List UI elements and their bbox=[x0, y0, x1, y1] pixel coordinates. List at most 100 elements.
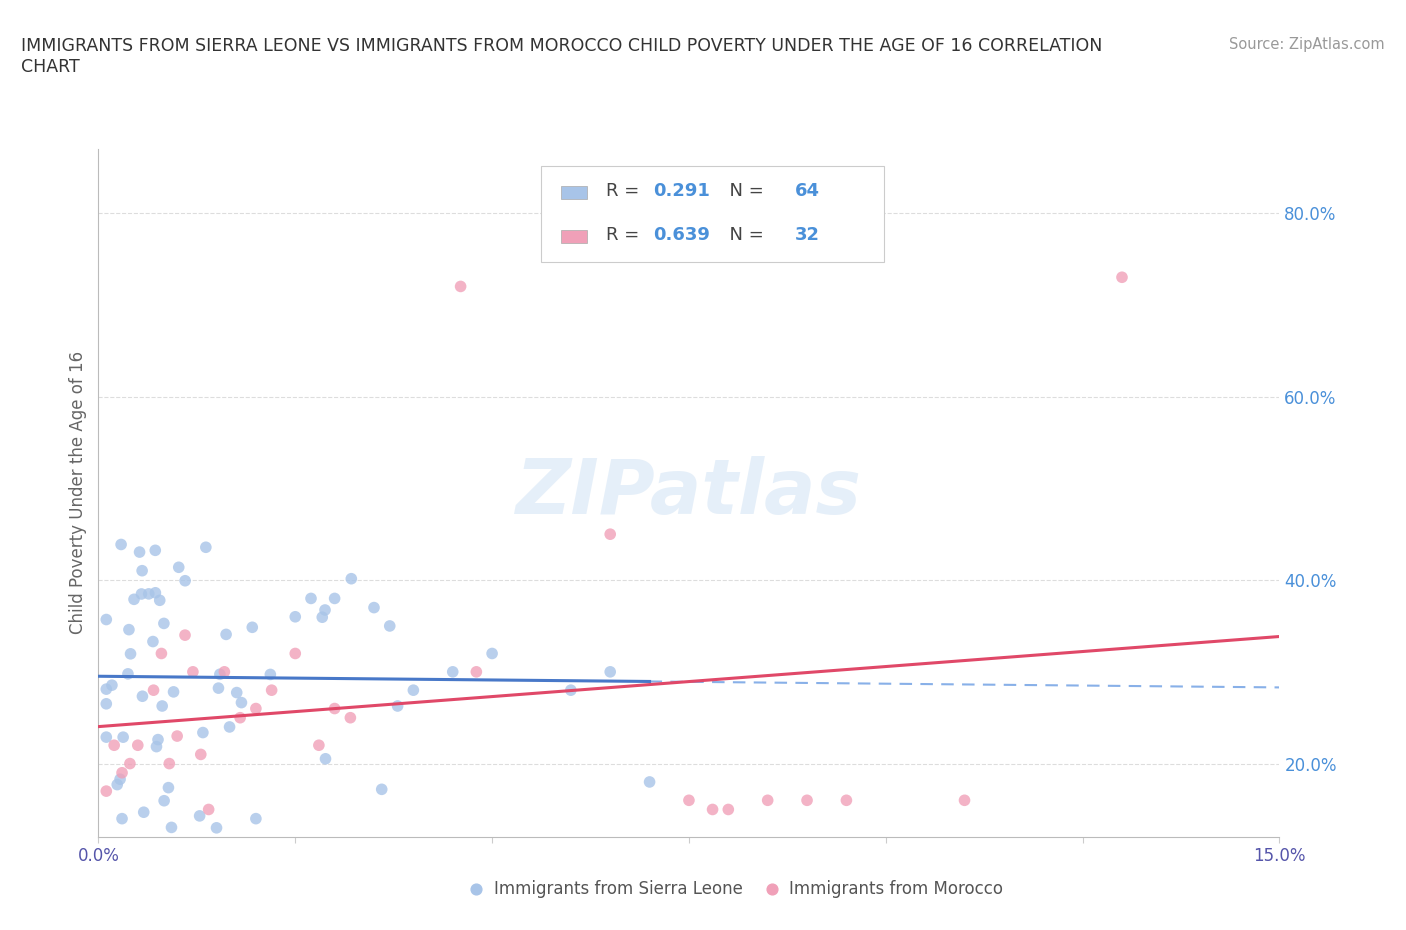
Point bbox=[599, 664, 621, 679]
Point bbox=[215, 627, 238, 642]
Point bbox=[145, 739, 167, 754]
Point bbox=[340, 571, 363, 586]
Text: 64: 64 bbox=[796, 181, 820, 200]
Text: 0.639: 0.639 bbox=[654, 226, 710, 244]
Point bbox=[96, 612, 118, 627]
Point bbox=[108, 772, 131, 787]
Point bbox=[225, 685, 247, 700]
Point bbox=[112, 730, 135, 745]
Point bbox=[188, 808, 211, 823]
Point bbox=[127, 737, 149, 752]
Point bbox=[181, 664, 204, 679]
Point bbox=[441, 664, 464, 679]
Point bbox=[150, 646, 173, 661]
Point bbox=[299, 591, 322, 605]
Point bbox=[481, 646, 503, 661]
Point bbox=[191, 725, 214, 740]
Text: 32: 32 bbox=[796, 226, 820, 244]
Point bbox=[1111, 270, 1133, 285]
Point bbox=[162, 684, 184, 699]
Point bbox=[142, 634, 165, 649]
Point bbox=[142, 683, 165, 698]
Point bbox=[96, 682, 118, 697]
Point bbox=[339, 711, 361, 725]
Point bbox=[378, 618, 401, 633]
Point bbox=[599, 526, 621, 541]
Point bbox=[835, 793, 858, 808]
Point bbox=[387, 698, 409, 713]
Point bbox=[284, 646, 307, 661]
Point bbox=[105, 777, 128, 792]
Point bbox=[678, 793, 700, 808]
Point bbox=[240, 620, 263, 635]
Point bbox=[218, 720, 240, 735]
Point bbox=[160, 820, 183, 835]
Point bbox=[145, 585, 167, 600]
Point bbox=[953, 793, 976, 808]
Point bbox=[131, 587, 153, 602]
Point bbox=[308, 737, 330, 752]
Point bbox=[117, 667, 139, 682]
Point bbox=[118, 622, 141, 637]
Text: Immigrants from Morocco: Immigrants from Morocco bbox=[789, 880, 1004, 897]
Point bbox=[229, 711, 252, 725]
Point bbox=[138, 587, 160, 602]
Point bbox=[197, 802, 219, 817]
Point bbox=[149, 592, 172, 607]
Point bbox=[756, 793, 779, 808]
Point bbox=[194, 539, 217, 554]
Point bbox=[111, 811, 134, 826]
Point bbox=[311, 610, 333, 625]
Point bbox=[167, 560, 190, 575]
Point bbox=[363, 600, 385, 615]
Point bbox=[465, 664, 488, 679]
Point bbox=[259, 667, 281, 682]
Point bbox=[284, 609, 307, 624]
Point bbox=[153, 616, 176, 631]
Point bbox=[96, 730, 118, 745]
Point bbox=[205, 820, 228, 835]
FancyBboxPatch shape bbox=[561, 230, 588, 243]
Point bbox=[120, 646, 142, 661]
Text: ZIPatlas: ZIPatlas bbox=[516, 456, 862, 530]
Point bbox=[214, 664, 236, 679]
Point bbox=[157, 780, 180, 795]
Point bbox=[131, 689, 153, 704]
Y-axis label: Child Poverty Under the Age of 16: Child Poverty Under the Age of 16 bbox=[69, 352, 87, 634]
Point bbox=[260, 683, 283, 698]
Point bbox=[402, 683, 425, 698]
FancyBboxPatch shape bbox=[561, 186, 588, 199]
Point bbox=[131, 564, 153, 578]
Point bbox=[450, 279, 472, 294]
Point bbox=[174, 628, 197, 643]
Point bbox=[101, 678, 124, 693]
Point bbox=[315, 751, 337, 766]
Point bbox=[146, 732, 169, 747]
Point bbox=[111, 765, 134, 780]
Point bbox=[323, 701, 346, 716]
Text: Source: ZipAtlas.com: Source: ZipAtlas.com bbox=[1229, 37, 1385, 52]
Text: 0.291: 0.291 bbox=[654, 181, 710, 200]
Point bbox=[96, 697, 118, 711]
FancyBboxPatch shape bbox=[541, 166, 884, 262]
Point bbox=[370, 782, 392, 797]
Point bbox=[796, 793, 818, 808]
Point bbox=[157, 756, 180, 771]
Point bbox=[245, 701, 267, 716]
Point bbox=[118, 756, 141, 771]
Point bbox=[245, 811, 267, 826]
Point bbox=[96, 784, 118, 799]
Point bbox=[174, 573, 197, 588]
Point bbox=[231, 695, 253, 710]
Point bbox=[110, 537, 132, 551]
Point bbox=[153, 793, 176, 808]
Point bbox=[166, 728, 188, 743]
Point bbox=[560, 683, 582, 698]
Point bbox=[323, 591, 346, 605]
Point bbox=[208, 667, 231, 682]
Text: R =: R = bbox=[606, 226, 645, 244]
Point bbox=[143, 543, 166, 558]
Point bbox=[702, 802, 724, 817]
Point bbox=[103, 737, 125, 752]
Point bbox=[150, 698, 173, 713]
